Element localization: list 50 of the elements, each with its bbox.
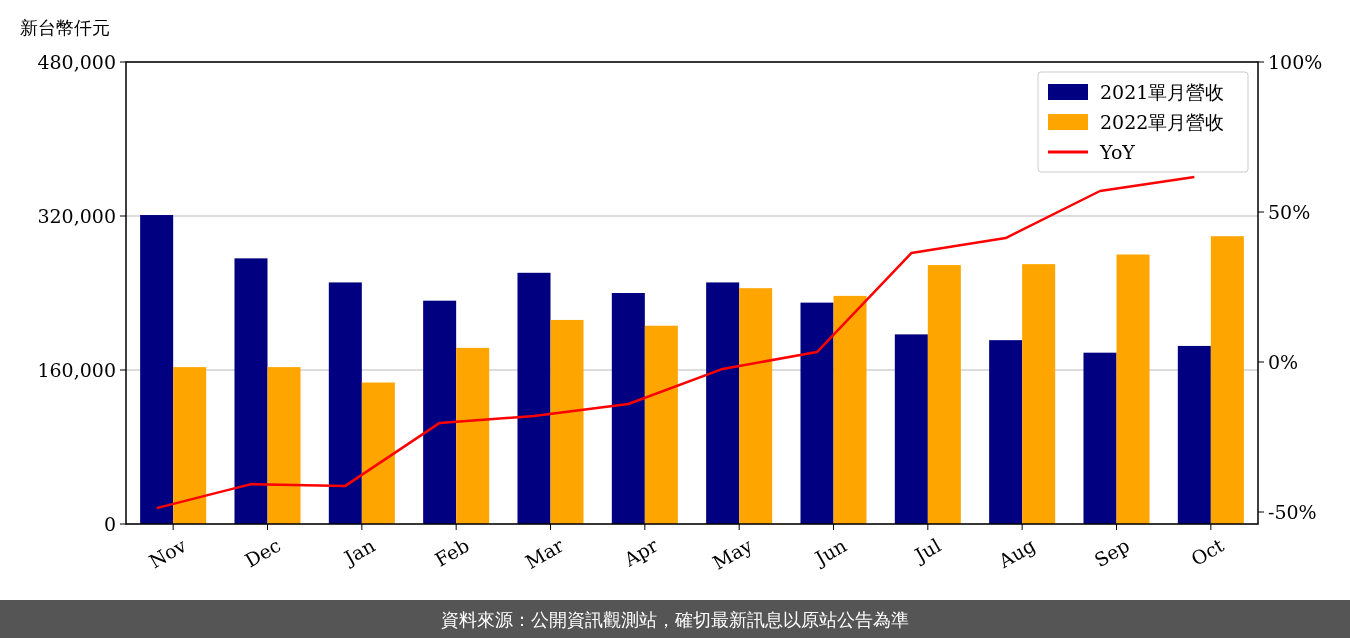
bar <box>328 282 362 524</box>
y2-tick-label: 100% <box>1268 50 1323 73</box>
legend-label: YoY <box>1099 140 1136 163</box>
bar <box>706 282 740 524</box>
bar <box>140 215 174 524</box>
y2-tick-label: 0% <box>1268 350 1299 373</box>
x-tick-label: Dec <box>241 533 285 572</box>
bar <box>173 367 207 524</box>
bar <box>267 367 301 524</box>
bar <box>1083 352 1117 524</box>
line-series <box>155 175 1196 510</box>
y-axis-title: 新台幣仟元 <box>20 17 110 38</box>
y2-tick-label: 50% <box>1268 200 1311 223</box>
bar <box>894 334 928 524</box>
bar <box>927 265 961 524</box>
bar <box>739 288 773 524</box>
legend-label: 2021單月營收 <box>1100 80 1225 103</box>
bar <box>423 300 457 524</box>
x-tick-label: Feb <box>431 533 473 571</box>
bar <box>1210 236 1244 524</box>
y-tick-label: 0 <box>103 512 116 535</box>
x-tick-label: Jun <box>809 533 851 571</box>
bar <box>1116 254 1150 524</box>
x-tick-label: Aug <box>993 533 1039 573</box>
x-tick-label: Nov <box>145 533 191 573</box>
source-note: 資料來源：公開資訊觀測站，確切最新訊息以原站公告為準 <box>441 609 909 631</box>
y-tick-label: 160,000 <box>37 358 116 381</box>
x-tick-label: Jul <box>909 533 945 567</box>
bar <box>1022 264 1056 524</box>
bar <box>361 382 395 524</box>
bar <box>550 319 584 524</box>
bar <box>456 347 490 524</box>
x-tick-label: Sep <box>1090 533 1134 572</box>
x-tick-label: May <box>708 533 757 574</box>
y2-tick-label: -50% <box>1268 500 1317 523</box>
bar <box>234 258 268 524</box>
x-tick-label: Apr <box>619 533 663 571</box>
bar <box>1177 345 1211 524</box>
y-tick-label: 320,000 <box>37 204 116 227</box>
x-tick-label: Oct <box>1187 533 1228 570</box>
bar <box>644 325 678 524</box>
x-tick-label: Mar <box>521 533 568 573</box>
bar <box>517 272 551 524</box>
bar <box>833 295 867 524</box>
bar <box>611 293 645 524</box>
y-tick-label: 480,000 <box>37 50 116 73</box>
legend-label: 2022單月營收 <box>1100 110 1225 133</box>
x-tick-label: Jan <box>338 533 379 570</box>
bar <box>800 302 834 524</box>
bar <box>989 340 1023 524</box>
